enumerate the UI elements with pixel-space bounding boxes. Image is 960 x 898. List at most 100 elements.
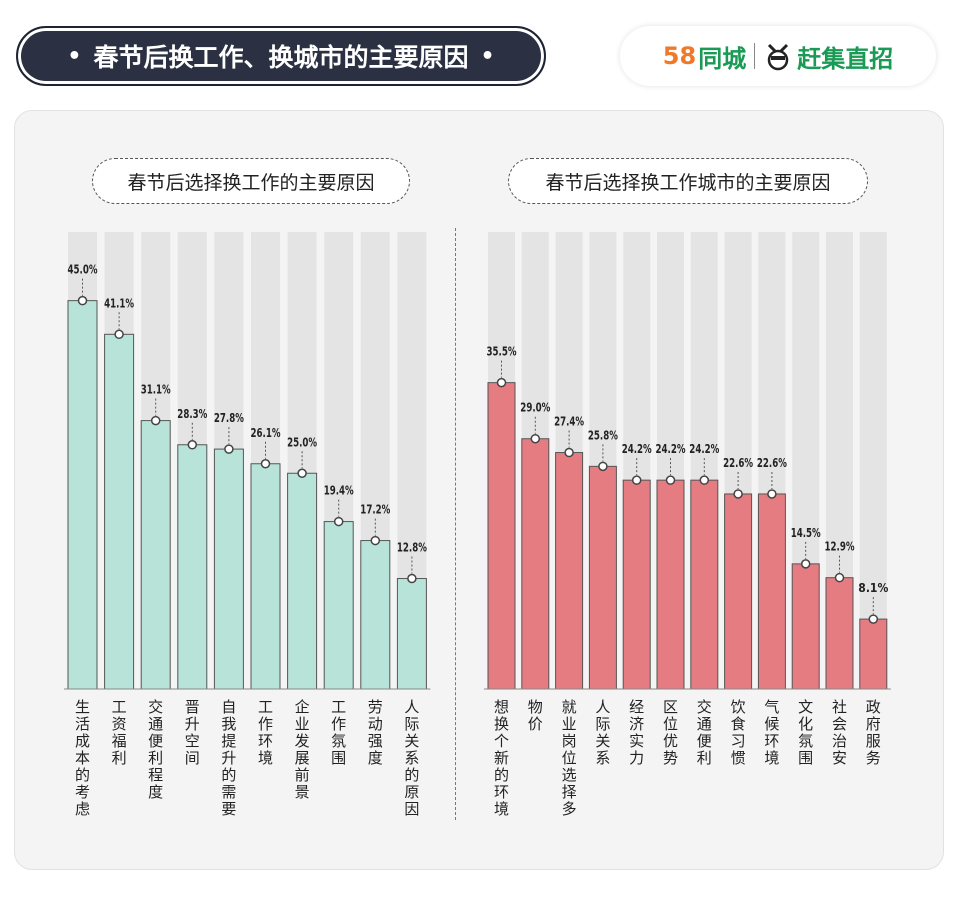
x-tick-label: 人际关系的原因 bbox=[404, 698, 420, 818]
bar bbox=[250, 463, 281, 690]
page-title: 春节后换工作、换城市的主要原因 bbox=[93, 43, 469, 72]
bar bbox=[555, 452, 584, 690]
data-label: 19.4% bbox=[324, 484, 354, 498]
x-tick-label: 晋升空间 bbox=[184, 698, 200, 767]
bar bbox=[140, 420, 171, 690]
brand-logo: 58 同城 赶集直招 bbox=[620, 26, 936, 86]
data-label: 41.1% bbox=[104, 296, 134, 310]
x-tick-label: 物价 bbox=[527, 698, 543, 733]
bullet-dot-icon: • bbox=[480, 43, 495, 69]
bar bbox=[213, 448, 244, 690]
bar bbox=[622, 479, 651, 690]
logo-ganji-text: 赶集直招 bbox=[797, 44, 894, 73]
bar bbox=[825, 577, 854, 690]
bar bbox=[396, 578, 427, 690]
bar bbox=[859, 618, 888, 690]
logo-58-text: 58 bbox=[662, 42, 697, 70]
data-point-marker bbox=[800, 559, 811, 569]
ganji-mascot-icon bbox=[767, 43, 789, 71]
data-point-marker bbox=[496, 377, 507, 388]
bar-track bbox=[859, 232, 887, 689]
data-label: 35.5% bbox=[487, 345, 517, 359]
bar bbox=[757, 493, 786, 690]
data-point-marker bbox=[868, 614, 879, 624]
x-tick-label: 企业发展前景 bbox=[294, 698, 310, 801]
bullet-dot-icon: • bbox=[67, 43, 82, 69]
x-tick-label: 想换个新的环境 bbox=[493, 698, 509, 818]
x-tick-label: 自我提升的需要 bbox=[221, 698, 237, 818]
x-tick-label: 文化氛围 bbox=[798, 698, 814, 767]
bar bbox=[67, 300, 98, 690]
data-point-marker bbox=[77, 295, 88, 306]
x-tick-label: 工作环境 bbox=[257, 698, 273, 767]
bar bbox=[791, 563, 820, 690]
logo-tongcheng-text: 同城 bbox=[698, 44, 747, 73]
data-point-marker bbox=[333, 516, 344, 527]
data-point-marker bbox=[150, 415, 161, 426]
data-point-marker bbox=[407, 573, 417, 584]
x-tick-label: 就业岗位选择多 bbox=[561, 698, 577, 818]
bar bbox=[656, 479, 685, 690]
data-label: 28.3% bbox=[177, 407, 207, 421]
data-point-marker bbox=[114, 329, 124, 340]
bar bbox=[487, 382, 516, 690]
data-point-marker bbox=[187, 440, 198, 450]
x-tick-label: 交通便利 bbox=[696, 698, 712, 767]
data-point-marker bbox=[631, 475, 642, 485]
title-banner: • 春节后换工作、换城市的主要原因 • bbox=[16, 26, 546, 86]
bar bbox=[177, 444, 208, 690]
data-point-marker bbox=[564, 447, 574, 458]
data-label: 14.5% bbox=[791, 526, 821, 540]
bar bbox=[360, 540, 391, 690]
data-label: 45.0% bbox=[68, 263, 98, 277]
right-chart-title: 春节后选择换工作城市的主要原因 bbox=[508, 158, 868, 204]
x-tick-label: 人际关系 bbox=[595, 698, 611, 767]
data-point-marker bbox=[699, 475, 710, 485]
x-tick-label: 劳动强度 bbox=[367, 698, 383, 767]
bar bbox=[588, 465, 617, 690]
data-point-marker bbox=[834, 572, 845, 583]
data-label: 24.2% bbox=[656, 442, 686, 456]
x-tick-label: 政府服务 bbox=[865, 698, 881, 767]
data-label: 8.1% bbox=[858, 581, 888, 595]
logo-separator bbox=[754, 43, 756, 69]
data-label: 31.1% bbox=[141, 383, 171, 397]
bar bbox=[104, 333, 135, 690]
x-tick-label: 气候环境 bbox=[764, 698, 780, 767]
chart-divider bbox=[455, 228, 456, 820]
bar bbox=[521, 438, 550, 690]
x-tick-label: 社会治安 bbox=[831, 698, 847, 767]
x-tick-label: 经济实力 bbox=[629, 698, 645, 767]
data-point-marker bbox=[370, 535, 381, 546]
x-tick-label: 饮食习惯 bbox=[730, 698, 746, 767]
data-point-marker bbox=[297, 468, 307, 478]
data-label: 25.0% bbox=[287, 435, 317, 449]
x-tick-label: 工作氛围 bbox=[331, 698, 347, 767]
bar bbox=[690, 479, 719, 690]
data-point-marker bbox=[665, 475, 676, 485]
x-tick-label: 生活成本的考虑 bbox=[74, 698, 90, 818]
left-chart-title: 春节后选择换工作的主要原因 bbox=[92, 158, 410, 204]
x-tick-label: 交通便利程度 bbox=[148, 698, 164, 801]
x-tick-label: 工资福利 bbox=[111, 698, 127, 767]
data-label: 22.6% bbox=[723, 456, 753, 470]
x-tick-label: 区位优势 bbox=[662, 698, 678, 767]
data-point-marker bbox=[530, 433, 541, 444]
data-point-marker bbox=[767, 489, 777, 499]
bar bbox=[724, 493, 753, 690]
data-label: 24.2% bbox=[689, 442, 719, 456]
data-label: 12.8% bbox=[397, 541, 427, 555]
data-label: 26.1% bbox=[251, 426, 281, 440]
data-label: 22.6% bbox=[757, 456, 787, 470]
bar bbox=[323, 521, 354, 690]
data-point-marker bbox=[598, 461, 608, 472]
data-label: 27.8% bbox=[214, 411, 244, 425]
data-label: 27.4% bbox=[554, 415, 584, 429]
data-point-marker bbox=[260, 459, 271, 469]
data-label: 29.0% bbox=[520, 401, 550, 415]
data-label: 25.8% bbox=[588, 428, 618, 442]
data-label: 24.2% bbox=[622, 442, 652, 456]
data-label: 17.2% bbox=[360, 503, 390, 517]
data-label: 12.9% bbox=[825, 540, 855, 554]
